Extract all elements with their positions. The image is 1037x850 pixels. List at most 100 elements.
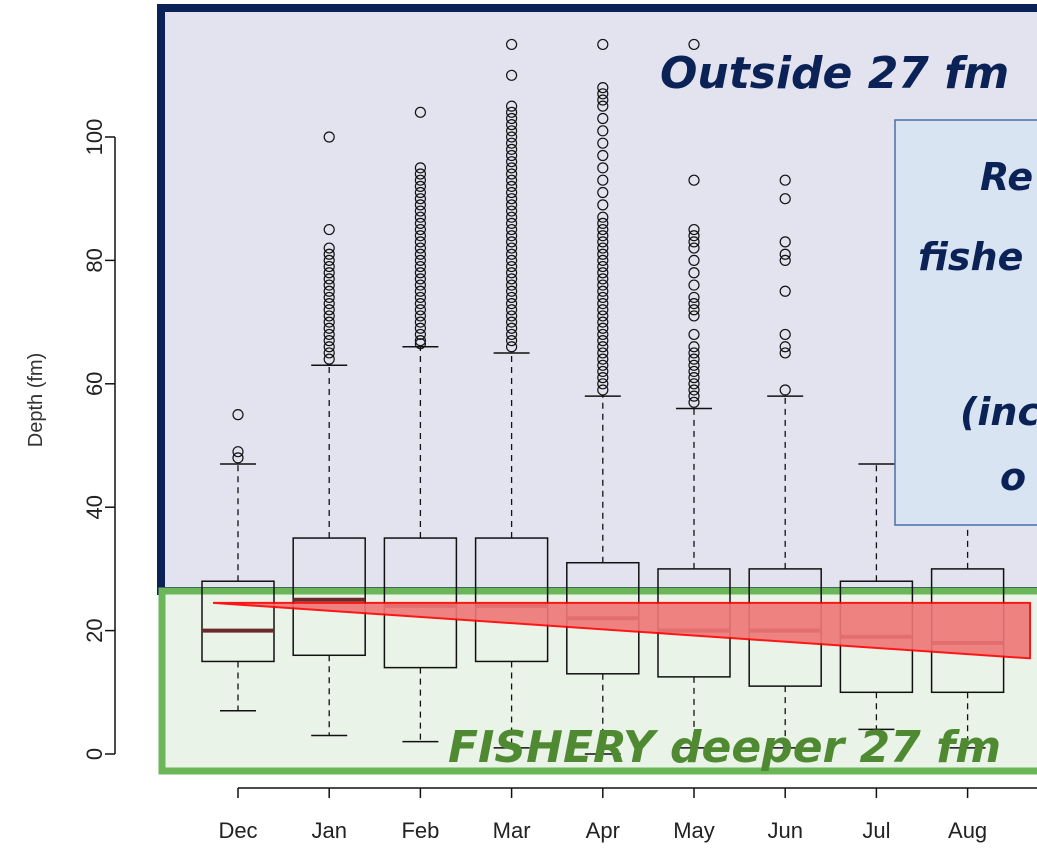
outlier-point <box>506 162 518 174</box>
x-tick-label: Aug <box>948 818 987 843</box>
outlier-point <box>323 335 335 347</box>
outlier-point <box>688 291 700 304</box>
callout-line-2: fishe <box>918 235 1023 279</box>
outlier-point <box>506 149 518 162</box>
outlier-point <box>506 100 518 112</box>
outlier-point <box>597 186 609 199</box>
outlier-point <box>414 285 426 297</box>
outlier-point <box>597 353 609 365</box>
outlier-point <box>506 335 518 347</box>
outlier-point <box>414 279 426 291</box>
outlier-point <box>688 310 700 322</box>
outlier-point <box>506 223 518 236</box>
outlier-point <box>323 285 335 297</box>
outlier-point <box>597 341 609 353</box>
callout-box: Re fishe (inc o <box>894 119 1037 526</box>
y-tick-label: 40 <box>82 495 107 519</box>
outlier-point <box>597 347 609 359</box>
outlier-point <box>597 285 609 297</box>
x-tick-label: May <box>673 818 715 843</box>
outlier-point <box>597 242 609 254</box>
x-axis: Dec Jan Feb Mar Apr May Jun Jul Aug <box>218 787 1037 843</box>
outlier-point <box>506 168 518 180</box>
outlier-point <box>323 291 335 304</box>
outlier-point <box>688 242 700 254</box>
outlier-point <box>323 353 335 365</box>
outlier-point <box>414 223 426 236</box>
outlier-point <box>779 236 791 248</box>
outlier-point <box>779 347 791 359</box>
outlier-point <box>414 230 426 242</box>
outlier-point <box>597 211 609 223</box>
iqr-box <box>292 537 366 657</box>
outlier-point <box>506 267 518 279</box>
callout-line-3: (inc <box>960 390 1037 434</box>
outlier-point <box>506 143 518 155</box>
outlier-point <box>323 131 335 143</box>
outlier-point <box>688 378 700 390</box>
outlier-point <box>506 137 518 149</box>
outlier-point <box>597 384 609 396</box>
outlier-point <box>597 217 609 229</box>
outlier-point <box>688 353 700 365</box>
outlier-point <box>597 125 609 137</box>
outlier-point <box>688 384 700 396</box>
outlier-point <box>323 248 335 260</box>
outlier-point <box>597 267 609 279</box>
outlier-point <box>779 328 791 341</box>
box-mar <box>474 38 549 749</box>
outlier-point <box>597 260 609 273</box>
outlier-point <box>506 242 518 254</box>
outlier-point <box>323 242 335 254</box>
outside-region-label: Outside 27 fm <box>660 48 1009 99</box>
outlier-point <box>597 137 609 149</box>
callout-line-4: o <box>1000 455 1026 499</box>
outlier-point <box>597 82 609 94</box>
x-tick-label: Dec <box>218 818 257 843</box>
outlier-point <box>414 328 426 341</box>
outlier-point <box>506 316 518 328</box>
outlier-point <box>597 378 609 390</box>
outlier-point <box>414 205 426 217</box>
outlier-point <box>597 254 609 266</box>
y-tick-label: 60 <box>82 372 107 396</box>
outlier-point <box>506 273 518 285</box>
outlier-point <box>506 279 518 291</box>
outlier-point <box>597 100 609 112</box>
outlier-point <box>323 310 335 322</box>
outlier-point <box>597 335 609 347</box>
outlier-point <box>597 223 609 236</box>
outlier-point <box>414 174 426 186</box>
fishery-region-label: FISHERY deeper 27 fm <box>448 722 1001 773</box>
outlier-point <box>414 297 426 310</box>
outlier-point <box>688 174 700 186</box>
outlier-point <box>506 69 518 81</box>
outlier-point <box>597 236 609 248</box>
outlier-point <box>597 230 609 242</box>
outlier-point <box>597 149 609 162</box>
outlier-point <box>414 316 426 328</box>
outlier-point <box>688 236 700 248</box>
outlier-point <box>323 347 335 359</box>
outlier-point <box>597 279 609 291</box>
outlier-point <box>414 310 426 322</box>
outlier-point <box>506 322 518 334</box>
outlier-point <box>414 211 426 223</box>
outlier-point <box>414 260 426 273</box>
outlier-point <box>506 254 518 266</box>
outlier-point <box>506 304 518 316</box>
outlier-point <box>506 174 518 186</box>
outlier-point <box>506 310 518 322</box>
x-tick-label: Apr <box>586 818 620 843</box>
outlier-point <box>506 211 518 223</box>
box-jan <box>292 131 366 737</box>
outlier-point <box>506 236 518 248</box>
outlier-point <box>506 119 518 131</box>
box-dec <box>201 409 275 712</box>
outlier-point <box>414 273 426 285</box>
outlier-point <box>506 199 518 211</box>
outlier-point <box>323 273 335 285</box>
outlier-point <box>597 304 609 316</box>
outlier-point <box>688 390 700 402</box>
